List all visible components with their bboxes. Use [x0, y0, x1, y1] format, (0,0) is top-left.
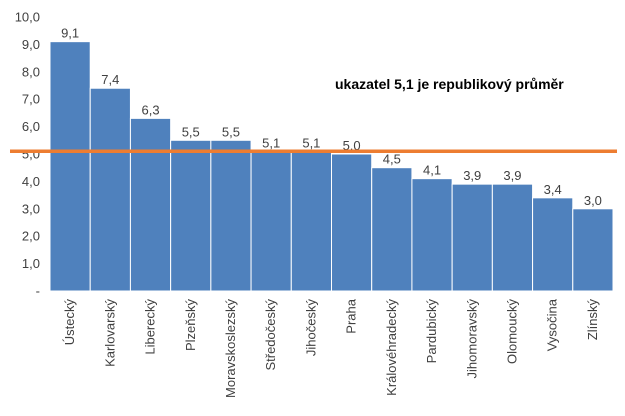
- category-label: Praha: [344, 298, 359, 333]
- value-labels-group: 9,1 7,4 6,3 5,5 5,5 5,1 5,1 5,0 4,5 4,1 3,9 3,9 3,4 3…: [61, 26, 602, 208]
- category-label: Středočeský: [263, 299, 278, 371]
- bar: [532, 197, 574, 292]
- y-tick-label: 1,0: [22, 256, 40, 271]
- bar-value-label: 4,5: [383, 152, 401, 167]
- category-label: Pardubický: [424, 299, 439, 364]
- y-tick-label: 3,0: [22, 201, 40, 216]
- y-axis-ticks: - 1,0 2,0 3,0 4,0 5,0 6,0 7,0 8,0 9,0 10,0: [15, 10, 40, 299]
- category-label: Jihočeský: [303, 299, 318, 357]
- bar: [49, 41, 91, 292]
- category-label: Královéhradecký: [384, 299, 399, 396]
- bar-value-label: 5,1: [302, 135, 320, 150]
- category-label: Zlínský: [585, 299, 600, 341]
- bar: [250, 150, 292, 292]
- bar: [371, 167, 413, 292]
- bar-value-label: 3,9: [463, 168, 481, 183]
- bar-value-label: 3,0: [584, 193, 602, 208]
- category-label: Karlovarský: [102, 299, 117, 367]
- bar: [491, 183, 534, 292]
- average-annotation: ukazatel 5,1 je republikový průměr: [335, 76, 564, 92]
- bar: [170, 139, 212, 292]
- y-tick-label: -: [36, 284, 40, 299]
- y-tick-label: 2,0: [22, 229, 40, 244]
- bar: [129, 117, 172, 292]
- bar-value-label: 5,5: [222, 124, 240, 139]
- bar: [210, 139, 252, 292]
- bar-value-label: 5,5: [182, 124, 200, 139]
- bar-value-label: 3,9: [503, 168, 521, 183]
- bar-value-label: 9,1: [61, 26, 79, 41]
- category-label: Liberecký: [143, 299, 158, 355]
- category-label: Plzeňský: [183, 299, 198, 352]
- category-label: Olomoucký: [504, 299, 519, 365]
- bar: [572, 208, 614, 292]
- bar-value-label: 5,1: [262, 135, 280, 150]
- bar-value-label: 7,4: [101, 72, 119, 87]
- bar-value-label: 6,3: [141, 102, 159, 117]
- bar-value-label: 4,1: [423, 163, 441, 178]
- y-tick-label: 8,0: [22, 64, 40, 79]
- category-label: Vysočina: [545, 298, 560, 351]
- y-tick-label: 5,0: [22, 147, 40, 162]
- category-labels-group: Ústecký Karlovarský Liberecký Plzeňský Morav…: [62, 298, 600, 398]
- y-tick-label: 9,0: [22, 37, 40, 52]
- bar: [411, 178, 453, 292]
- bar: [89, 87, 131, 292]
- bar-value-label: 3,4: [544, 182, 562, 197]
- y-tick-label: 10,0: [15, 10, 40, 25]
- bars-group: [49, 41, 614, 292]
- bar: [451, 183, 493, 292]
- bar: [331, 153, 373, 292]
- y-tick-label: 6,0: [22, 119, 40, 134]
- category-label: Jihomoravský: [464, 299, 479, 379]
- y-tick-label: 7,0: [22, 92, 40, 107]
- category-label: Ústecký: [62, 299, 77, 346]
- y-tick-label: 4,0: [22, 174, 40, 189]
- bar: [290, 150, 332, 292]
- category-label: Moravskoslezský: [223, 299, 238, 398]
- bar-value-label: 5,0: [343, 138, 361, 153]
